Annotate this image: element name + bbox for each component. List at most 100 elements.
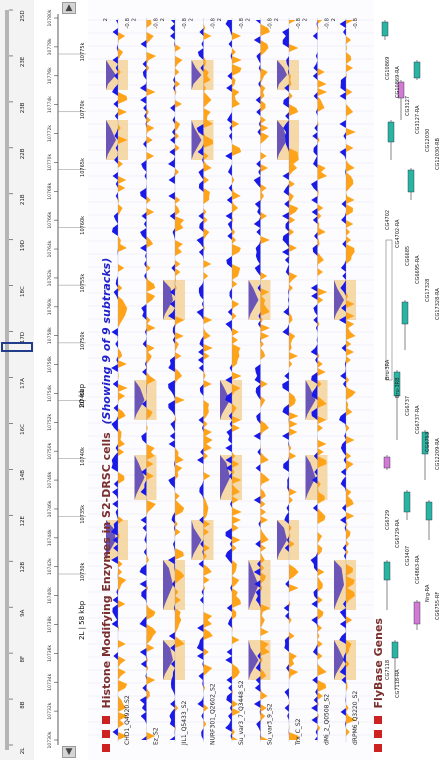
gene-label: CG12030-RB [435,137,441,170]
close-icon[interactable] [102,744,110,752]
band-label: 23B [20,102,26,113]
flybase-gene-models: CG10869 CG10869-RA CG3127 CG3127-RA CG12030 C… [381,20,441,698]
peak-region [305,380,328,420]
coord-label: 10765k [80,158,86,177]
track-label: Su_var3_7_Q3448_S2 [238,680,245,745]
track-group-header: Histone Modifying Enzymes in S2-DRSC cel… [100,258,113,752]
peak-region [191,60,214,90]
negative-signal [168,20,175,740]
chromosome-bar[interactable] [5,10,9,750]
band-label: 23E [20,56,26,67]
track-max-label: 2 [132,18,138,22]
gene-label: Bru-3RA [385,359,391,380]
scroll-down-button[interactable]: ▼ [62,746,76,758]
settings-icon[interactable] [102,716,110,725]
ruler-tick-label: 10744k [47,529,53,546]
track-label: dRPM6_Q3220_S2 [352,691,359,745]
negative-signal [111,20,118,740]
peak-signal [134,455,145,500]
peak-signal [305,455,316,500]
track-label: JIL1_Q5433_S2 [181,701,188,747]
track-max-label: 2 [274,18,280,22]
gene-exon [383,456,391,469]
chromosome-position-marker[interactable] [1,342,33,352]
peak-signal [248,280,259,320]
scroll-up-button[interactable]: ▲ [62,2,76,14]
peak-signal [220,380,230,420]
positive-signal [260,20,271,740]
peak-signal [163,640,173,680]
gene-label: CG10869 [385,57,391,80]
gene-label: CG6753 [425,432,431,452]
band-label: 12B [20,562,26,573]
coord-label: 10735k [80,505,86,524]
peak-signal [191,520,202,560]
ruler-tick-label: 10780k [47,9,53,26]
gene-label: CG7118 [385,660,391,680]
peak-signal [277,520,287,560]
flybase-header: FlyBase Genes [372,618,385,752]
positive-signal [175,20,185,740]
negative-signal [139,20,147,740]
ruler-tick-label: 10778k [47,38,53,55]
gene-exon [425,501,433,521]
gene-exon [387,121,395,143]
track-min-label: -0.8 [239,18,245,29]
band-label: 2L [20,747,26,754]
ruler-tick-label: 10740k [47,587,53,604]
band-label: 12E [20,516,26,527]
ruler-tick-label: 10770k [47,154,53,171]
coord-label: 10760k [80,216,86,235]
ruler-tick-label: 10754k [47,385,53,402]
track-max-label: 2 [246,18,252,22]
positive-signal [289,20,299,740]
ruler-tick-label: 10750k [47,442,53,459]
peak-signal [134,380,145,420]
ruler-tick-label: 10760k [47,298,53,315]
peak-signal [106,120,116,160]
gene-label: CG4702-RA [395,219,401,248]
peak-signal [191,60,202,90]
ruler-tick-label: 10772k [47,125,53,142]
band-label: 16C [20,424,26,435]
tracks-panel: CHD1_Q4920.S2 2 -0.8 Ez_S2 2 -0.8 JIL1_Q5433_S… [88,0,374,760]
peak-region [191,520,214,560]
ruler-tick-label: 10734k [47,673,53,690]
track-min-label: -0.8 [296,18,302,29]
ruler-tick-label: 10730k [47,731,53,748]
expand-icon[interactable] [374,730,382,739]
track-label: NURF301_Q2602_S2 [210,683,217,745]
coord-label: 10745k [80,389,86,408]
settings-icon[interactable] [374,716,382,725]
ruler-tick-label: 10776k [47,67,53,84]
gene-label: CG3407 [405,546,411,566]
gene-exon [381,21,389,37]
band-label: 8F [20,656,26,663]
track-max-label: 2 [217,18,223,22]
gene-exon [413,601,421,625]
close-icon[interactable] [374,744,382,752]
coord-label: 10750k [80,331,86,350]
gene-label: CG6737-RA [415,405,421,434]
peak-signal [220,455,230,500]
gene-exon [421,431,429,455]
track-label: dMi_2_Q0508_S2 [324,694,331,745]
track-max-label: 2 [189,18,195,22]
flybase-genes-panel: CG10869 CG10869-RA CG3127 CG3127-RA CG12030 C… [374,0,445,760]
gene-exon [391,641,399,659]
chromosome-ideogram-panel: 2L 8B 8F 9A 12B 12E 14B 16C 17A 17D 18C 19D 21B 22B 23… [0,0,35,760]
track-min-label: -0.8 [182,18,188,29]
peak-signal [305,380,316,420]
coord-label: 10775k [80,43,86,62]
ruler-tick-label: 10732k [47,702,53,719]
gene-label: CG10869-RA [395,66,401,98]
band-label: 22B [20,148,26,159]
expand-icon[interactable] [102,730,110,739]
gene-label: CG6729 [385,510,391,530]
gene-exon [413,61,421,79]
peak-region [334,280,356,320]
peak-signal [277,60,287,90]
gene-label: CG7118-RA [395,669,401,698]
gene-label: CG6737 [405,396,411,416]
